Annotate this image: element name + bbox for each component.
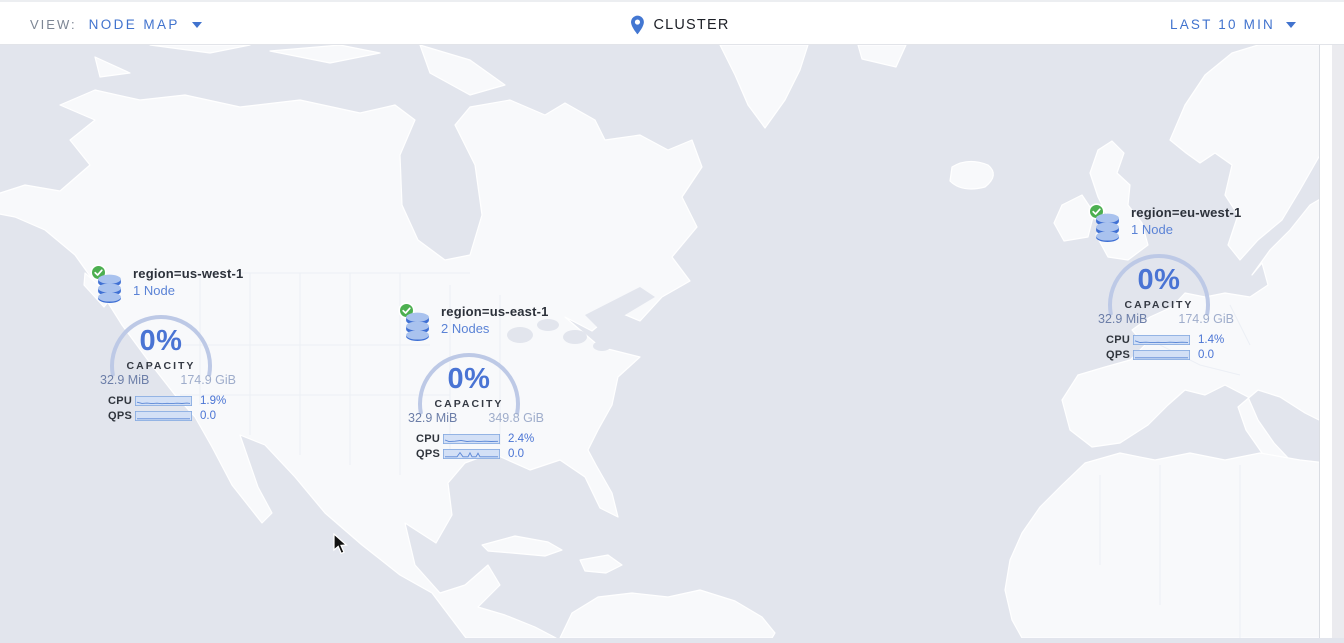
land-arctic-islands (419, 44, 506, 96)
capacity-used: 32.9 MiB (408, 411, 458, 425)
database-icon (1096, 213, 1119, 242)
capacity-range: 32.9 MiB 349.8 GiB (408, 411, 544, 425)
database-icon (98, 274, 121, 303)
great-lake (563, 330, 587, 344)
qps-value: 0.0 (508, 448, 524, 460)
node-count-link[interactable]: 2 Nodes (441, 321, 490, 336)
st-lawrence (585, 287, 655, 330)
region-label: region=eu-west-1 (1131, 205, 1242, 220)
time-range-value: LAST 10 MIN (1170, 17, 1275, 32)
land-greenland (719, 44, 809, 129)
qps-label: QPS (416, 448, 441, 460)
location-pin-icon (631, 15, 644, 34)
view-selector-dropdown[interactable]: VIEW: NODE MAP (30, 2, 202, 47)
land-arctic-islands (269, 44, 381, 64)
breadcrumb: CLUSTER (630, 2, 729, 47)
capacity-total: 349.8 GiB (488, 411, 544, 425)
capacity-percentage: 0% (447, 363, 491, 395)
capacity-total: 174.9 GiB (1178, 312, 1234, 326)
capacity-used: 32.9 MiB (1098, 312, 1148, 326)
node-map-canvas[interactable]: region=us-west-1 1 Node 0% CAPACITY 32.9… (0, 44, 1344, 639)
mouse-cursor (333, 533, 348, 555)
capacity-percentage: 0% (139, 325, 183, 357)
chevron-down-icon (191, 22, 202, 28)
region-marker-us-east-1: region=us-east-1 2 Nodes 0% CAPACITY 32.… (396, 300, 548, 468)
region-marker-eu-west-1: region=eu-west-1 1 Node 0% CAPACITY 32.9… (1086, 201, 1242, 369)
qps-sparkline (135, 411, 192, 421)
cpu-sparkline (1133, 335, 1190, 345)
qps-sparkline (443, 449, 500, 459)
land-greenland-ne (857, 44, 907, 68)
land-north-america (0, 89, 703, 639)
qps-sparkline (1133, 350, 1190, 360)
node-count-link[interactable]: 1 Node (133, 283, 175, 298)
qps-stat-row: QPS 0.0 (1098, 349, 1238, 361)
capacity-range: 32.9 MiB 174.9 GiB (1098, 312, 1234, 326)
cpu-sparkline (443, 434, 500, 444)
land-africa (1004, 452, 1344, 639)
capacity-label: CAPACITY (434, 398, 504, 410)
qps-value: 0.0 (200, 410, 216, 422)
great-lake (537, 319, 559, 331)
qps-stat-row: QPS 0.0 (408, 448, 548, 460)
qps-value: 0.0 (1198, 349, 1214, 361)
capacity-range: 32.9 MiB 174.9 GiB (100, 373, 236, 387)
land-arctic-islands (94, 56, 131, 78)
cpu-value: 1.4% (1198, 334, 1225, 346)
cpu-stat-row: CPU 1.4% (1098, 334, 1238, 346)
view-label: VIEW: (30, 17, 77, 32)
great-lake (593, 341, 611, 351)
great-lake (507, 327, 533, 343)
cpu-label: CPU (1106, 334, 1131, 346)
cpu-label: CPU (416, 433, 441, 445)
cpu-sparkline (135, 396, 192, 406)
qps-stat-row: QPS 0.0 (100, 410, 240, 422)
capacity-label: CAPACITY (1124, 299, 1194, 311)
land-hispaniola (579, 554, 623, 574)
right-gutter (1319, 0, 1332, 638)
cluster-breadcrumb-label: CLUSTER (653, 16, 730, 33)
node-count-link[interactable]: 1 Node (1131, 222, 1173, 237)
border-europe (1099, 304, 1251, 638)
land-arctic-islands (149, 44, 251, 54)
top-bar: VIEW: NODE MAP CLUSTER LAST 10 MIN (0, 0, 1344, 45)
database-icon (406, 312, 429, 341)
land-europe (1061, 184, 1344, 474)
region-marker-us-west-1: region=us-west-1 1 Node 0% CAPACITY 32.9… (88, 262, 244, 430)
cpu-value: 2.4% (508, 433, 535, 445)
land-scandinavia (1169, 44, 1344, 261)
window-edge (1332, 0, 1344, 638)
capacity-gauge-arc (1108, 253, 1210, 316)
land-iceland (949, 160, 994, 190)
chevron-down-icon (1286, 22, 1296, 28)
land-south-america (559, 589, 776, 639)
cpu-stat-row: CPU 2.4% (408, 433, 548, 445)
capacity-label: CAPACITY (126, 360, 196, 372)
cpu-label: CPU (108, 395, 133, 407)
qps-label: QPS (1106, 349, 1131, 361)
region-label: region=us-west-1 (133, 266, 244, 281)
capacity-used: 32.9 MiB (100, 373, 150, 387)
capacity-percentage: 0% (1137, 264, 1181, 296)
time-range-dropdown[interactable]: LAST 10 MIN (1170, 2, 1296, 47)
cpu-value: 1.9% (200, 395, 227, 407)
land-ireland (1053, 194, 1095, 242)
view-selected-value: NODE MAP (88, 17, 180, 32)
cpu-stat-row: CPU 1.9% (100, 395, 240, 407)
capacity-total: 174.9 GiB (180, 373, 236, 387)
capacity-gauge-arc (110, 314, 212, 377)
qps-label: QPS (108, 410, 133, 422)
region-label: region=us-east-1 (441, 304, 549, 319)
world-map (0, 44, 1344, 639)
capacity-gauge-arc (418, 352, 520, 415)
land-cuba (481, 535, 563, 557)
